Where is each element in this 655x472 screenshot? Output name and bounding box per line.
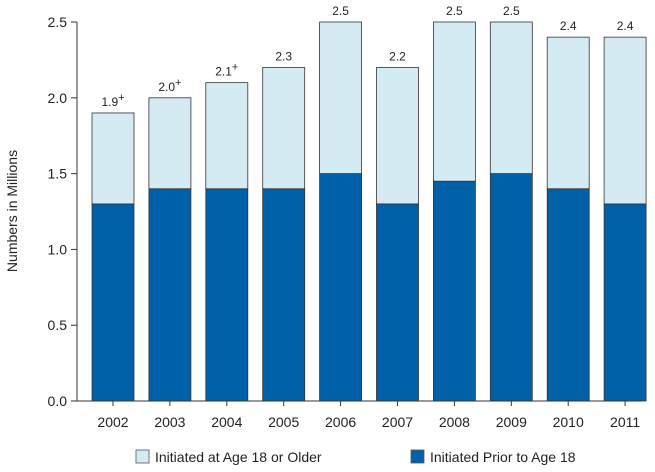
x-tick-label-2010: 2010: [553, 414, 584, 430]
bar-age18-older-2002: [91, 112, 135, 205]
bars: [91, 21, 647, 402]
legend-swatch-age18-older: [135, 449, 150, 464]
y-tick-label: 1.5: [48, 166, 68, 182]
y-tick-label: 2.0: [48, 90, 68, 106]
x-axis: 2002 2003 2004 2005 2006 2007 2008 2009 2010 2011: [77, 400, 642, 430]
y-axis: 0.0 0.5 1.0 1.5 2.0 2.5: [48, 14, 78, 409]
y-tick-label: 1.0: [48, 241, 68, 257]
bar-prior-18-2011: [603, 203, 647, 402]
bar-prior-18-2006: [319, 173, 363, 402]
bar-age18-older-2005: [262, 67, 306, 190]
y-tick-label: 0.5: [48, 317, 68, 333]
total-label-2004: 2.1+: [215, 62, 238, 79]
significance-marker: +: [175, 77, 181, 89]
x-tick-label-2008: 2008: [439, 414, 470, 430]
bar-prior-18-2008: [432, 180, 476, 402]
total-label-2003: 2.0+: [158, 77, 181, 94]
x-tick-label-2006: 2006: [325, 414, 356, 430]
total-label-2005: 2.3: [275, 49, 292, 63]
bar-age18-older-2006: [319, 21, 363, 175]
total-label-2006: 2.5: [332, 4, 349, 18]
bar-age18-older-2007: [376, 67, 419, 205]
bar-prior-18-2002: [91, 203, 135, 402]
bar-prior-18-2009: [489, 173, 533, 402]
x-tick-label-2009: 2009: [496, 414, 527, 430]
x-tick-label-2011: 2011: [610, 414, 640, 430]
total-label-2011: 2.4: [617, 19, 634, 33]
significance-marker: +: [118, 92, 124, 104]
bar-age18-older-2008: [432, 21, 476, 182]
bar-age18-older-2011: [603, 36, 647, 205]
x-tick-label-2004: 2004: [211, 414, 242, 430]
bar-prior-18-2004: [205, 188, 249, 402]
x-tick-label-2003: 2003: [154, 414, 185, 430]
legend-swatch-prior-18: [410, 449, 425, 464]
y-tick-label: 0.0: [48, 393, 68, 409]
x-tick-label-2005: 2005: [268, 414, 299, 430]
legend: Initiated at Age 18 or Older Initiated P…: [135, 449, 576, 465]
x-tick-label-2007: 2007: [382, 414, 413, 430]
x-tick-label-2002: 2002: [97, 414, 128, 430]
bar-age18-older-2004: [205, 82, 249, 190]
total-labels: 1.9+ 2.0+ 2.1+ 2.3 2.5 2.2 2.5 2.5 2.4 2.4: [101, 4, 633, 109]
bar-prior-18-2003: [148, 188, 192, 402]
y-axis-title: Numbers in Millions: [4, 150, 20, 272]
total-label-2007: 2.2: [389, 49, 406, 63]
total-label-2008: 2.5: [446, 4, 463, 18]
y-tick-label: 2.5: [48, 14, 68, 30]
bar-prior-18-2005: [262, 188, 306, 402]
bar-age18-older-2009: [489, 21, 533, 175]
bar-age18-older-2003: [148, 97, 192, 190]
significance-marker: +: [232, 62, 238, 74]
total-label-2002: 1.9+: [101, 92, 124, 109]
total-label-2010: 2.4: [560, 19, 577, 33]
legend-label-prior-18: Initiated Prior to Age 18: [430, 449, 576, 465]
legend-label-age18-older: Initiated at Age 18 or Older: [155, 449, 322, 465]
bar-prior-18-2007: [376, 203, 419, 402]
bar-prior-18-2010: [546, 188, 590, 402]
total-label-2009: 2.5: [503, 4, 520, 18]
bar-age18-older-2010: [546, 36, 590, 190]
